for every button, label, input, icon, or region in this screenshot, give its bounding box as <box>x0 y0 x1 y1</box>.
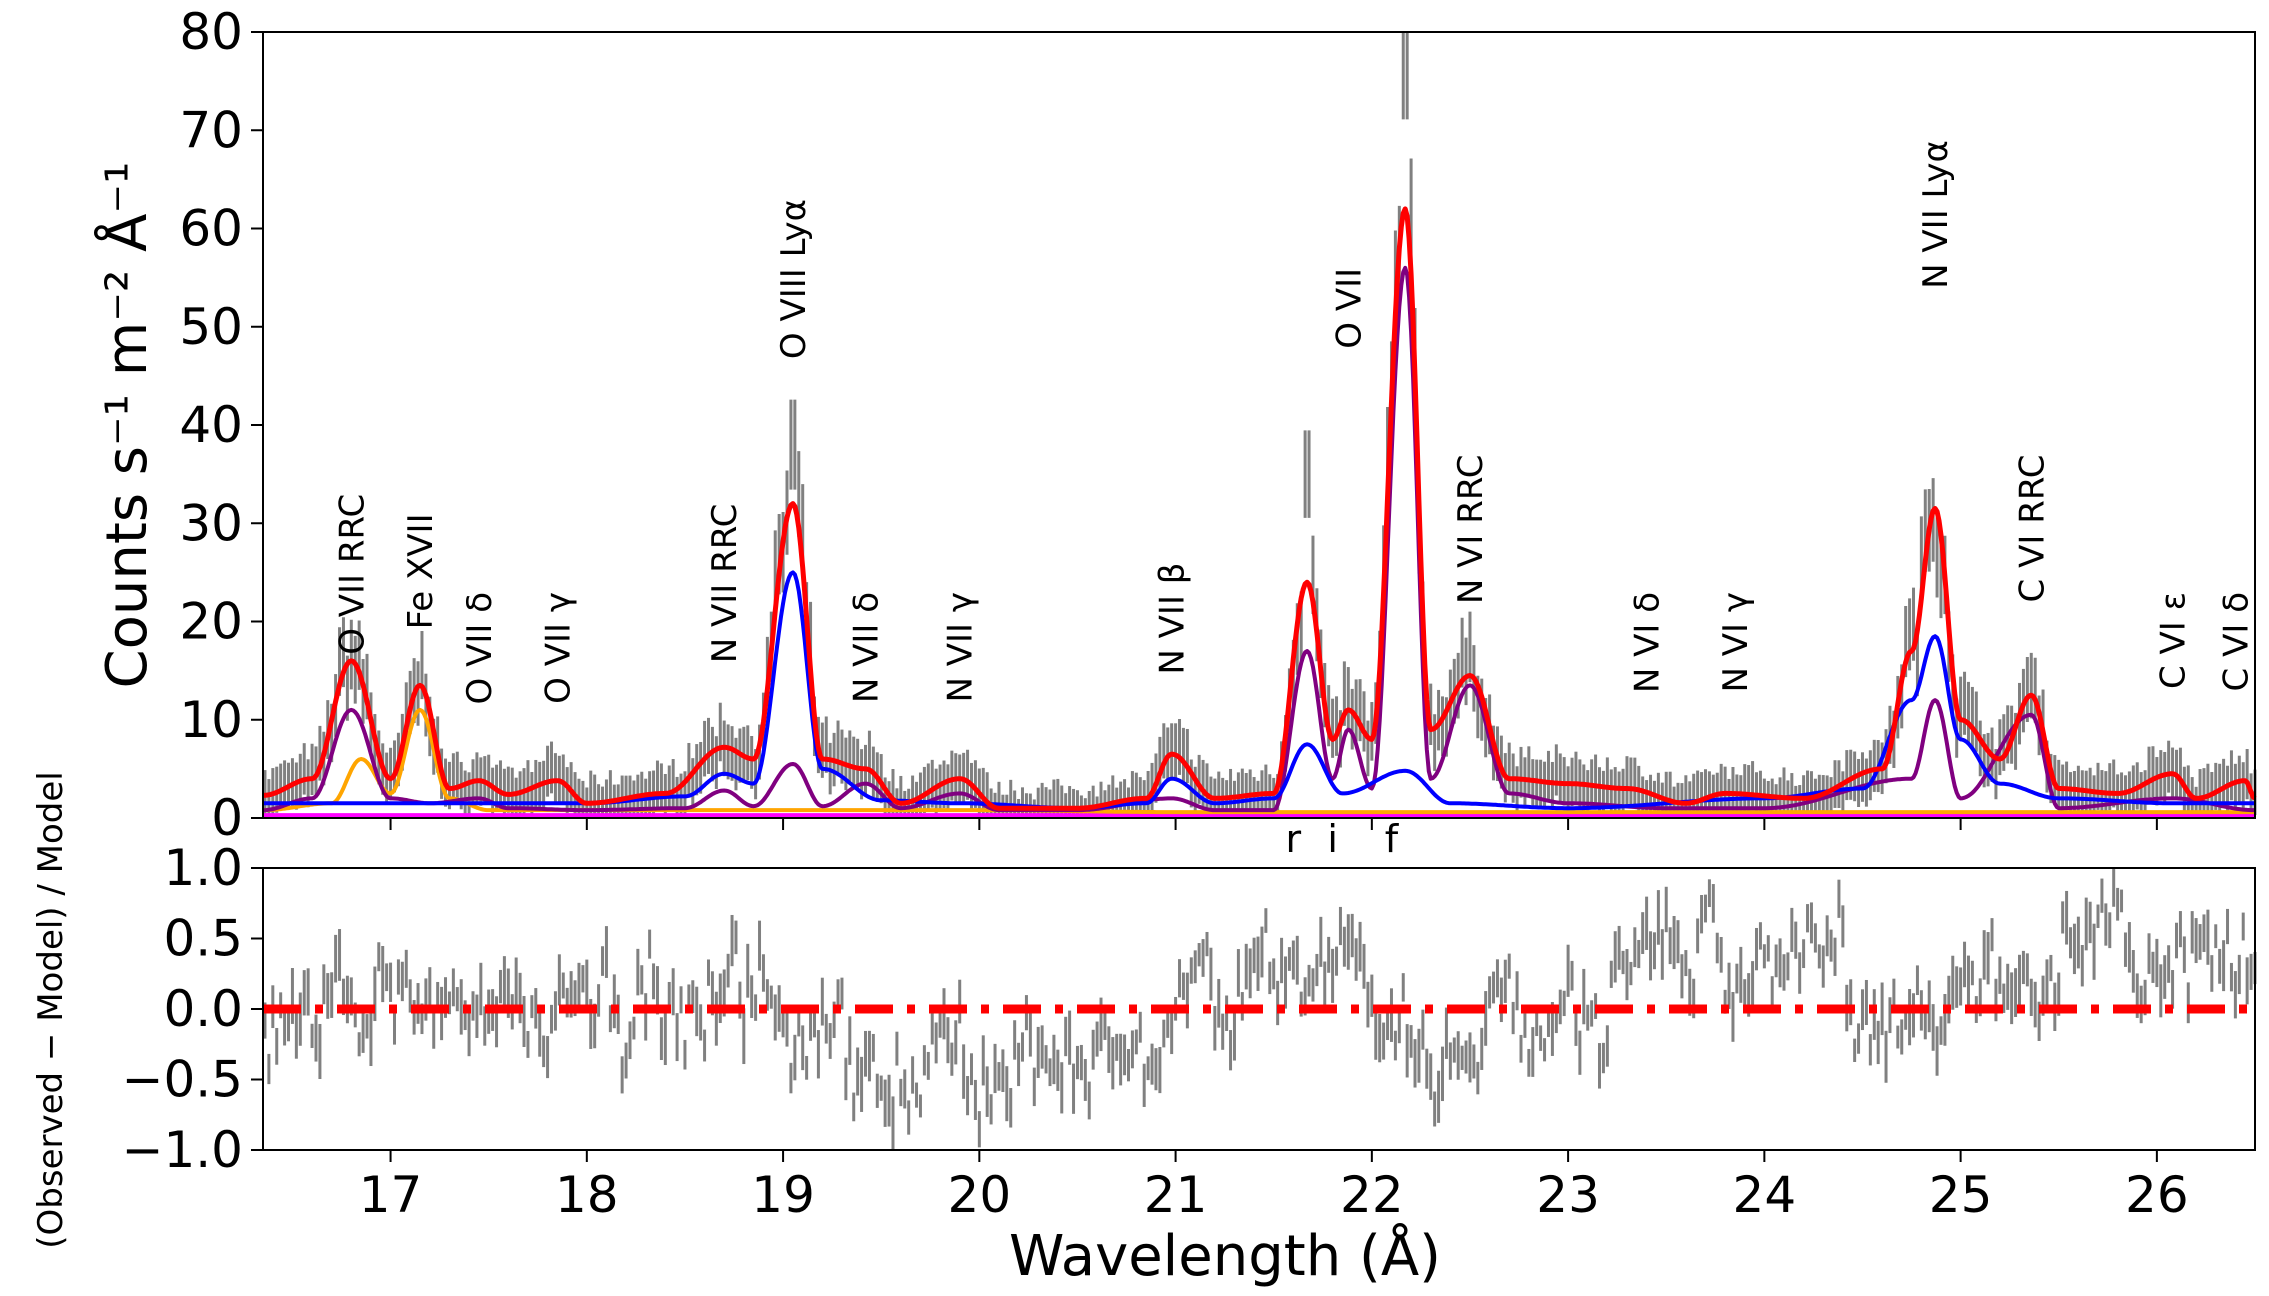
y-tick-label: −1.0 <box>122 1121 243 1179</box>
x-tick-label: 20 <box>948 1166 1012 1224</box>
x-axis-title: Wavelength (Å) <box>1009 1223 1441 1289</box>
bottom-y-axis: −1.0 −0.5 0.0 0.5 1.0 <box>122 839 263 1179</box>
x-tick-label: 21 <box>1144 1166 1208 1224</box>
y-tick-label: −0.5 <box>122 1051 243 1109</box>
line-label: N VII Lyα <box>1916 140 1956 289</box>
line-label: Fe XVII <box>401 513 441 629</box>
line-label: N VII RRC <box>705 504 745 664</box>
line-label: N VI γ <box>1716 592 1756 692</box>
model-total-model <box>262 206 2257 811</box>
line-label: N VI δ <box>1628 592 1668 693</box>
y-tick-label: 50 <box>179 298 243 356</box>
y-tick-label: 70 <box>179 101 243 159</box>
line-label: O VII δ <box>460 592 500 705</box>
line-label: O VII γ <box>538 592 578 704</box>
y-tick-label: 10 <box>179 691 243 749</box>
x-tick-label: 23 <box>1536 1166 1600 1224</box>
x-tick-label: 22 <box>1340 1166 1404 1224</box>
model-curves <box>262 206 2257 818</box>
triplet-marker-r: r <box>1286 817 1302 861</box>
x-tick-label: 25 <box>1929 1166 1993 1224</box>
triplet-marker-i: i <box>1327 817 1338 861</box>
y-tick-label: 60 <box>179 200 243 258</box>
line-label: C VI δ <box>2216 592 2256 691</box>
line-label: O VIII Lyα <box>774 199 814 359</box>
line-label: C VI ε <box>2154 592 2194 689</box>
line-label: N VII β <box>1153 563 1193 675</box>
x-tick-label: 18 <box>555 1166 619 1224</box>
y-tick-label: 40 <box>179 396 243 454</box>
y-tick-label: 0.0 <box>163 980 243 1038</box>
y-tick-label: 0.5 <box>163 910 243 968</box>
line-label: O VII RRC <box>332 494 372 655</box>
line-label: N VII δ <box>847 592 887 703</box>
line-label: N VI RRC <box>1451 455 1491 605</box>
x-axis: 17 18 19 20 21 22 23 24 25 26 <box>359 818 2189 1224</box>
line-label: C VI RRC <box>2012 455 2052 603</box>
top-y-axis: 0 10 20 30 40 50 60 70 80 <box>179 3 263 847</box>
y-tick-label: 0 <box>211 789 243 847</box>
model-component-2 <box>263 265 2255 813</box>
y-tick-label: 20 <box>179 593 243 651</box>
triplet-marker-f: f <box>1385 817 1400 861</box>
x-tick-label: 24 <box>1733 1166 1797 1224</box>
line-label: O VII <box>1329 268 1369 349</box>
x-tick-label: 26 <box>2125 1166 2189 1224</box>
y-tick-label: 30 <box>179 494 243 552</box>
line-label: N VII γ <box>941 592 981 702</box>
y-tick-label: 80 <box>179 3 243 61</box>
top-y-axis-title: Counts s⁻¹ m⁻² Å⁻¹ <box>94 162 160 689</box>
y-tick-label: 1.0 <box>163 839 243 897</box>
line-labels: O VII RRC Fe XVII O VII δ O VII γ N VII RRC O… <box>332 140 2256 704</box>
bottom-y-axis-title: (Observed − Model) / Model <box>31 771 71 1248</box>
x-tick-label: 17 <box>359 1166 423 1224</box>
x-tick-label: 19 <box>751 1166 815 1224</box>
